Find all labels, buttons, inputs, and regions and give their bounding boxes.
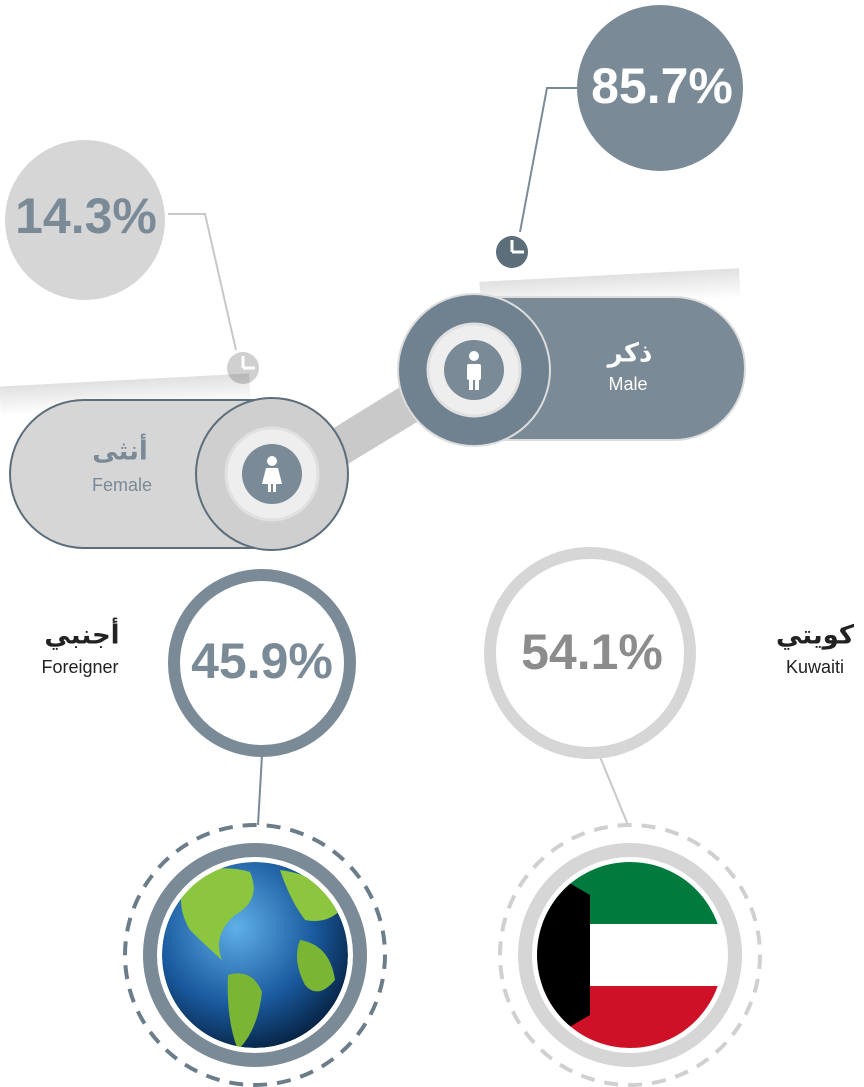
dashed-ring	[498, 823, 762, 1087]
pie-icon	[496, 236, 528, 268]
foreigner-label-ar: أجنبي	[44, 618, 119, 651]
female-label-ar: أنثى	[92, 434, 148, 467]
foreigner-label-en: Foreigner	[41, 657, 118, 677]
male-bubble	[577, 5, 743, 171]
connector	[168, 213, 237, 351]
female-label-en: Female	[92, 475, 152, 495]
dashed-ring	[123, 823, 387, 1087]
connector	[597, 751, 629, 826]
male-label-en: Male	[608, 374, 647, 394]
foreigner-ring	[168, 569, 356, 757]
male-label-ar: ذكر	[606, 339, 653, 369]
female-percent: 14.3%	[15, 188, 157, 244]
globe	[162, 862, 348, 1048]
kuwaiti-label-en: Kuwaiti	[786, 657, 844, 677]
female-bubble	[5, 140, 165, 300]
connector	[257, 754, 263, 826]
kuwaiti-percent: 54.1%	[521, 624, 663, 680]
female-icon	[262, 456, 282, 492]
kuwaiti-label-ar: كويتي	[776, 621, 855, 651]
kuwaiti-ring	[484, 547, 696, 759]
connector	[519, 87, 580, 233]
foreigner-percent: 45.9%	[191, 633, 333, 689]
male-percent: 85.7%	[591, 58, 733, 114]
male-icon	[467, 351, 481, 390]
